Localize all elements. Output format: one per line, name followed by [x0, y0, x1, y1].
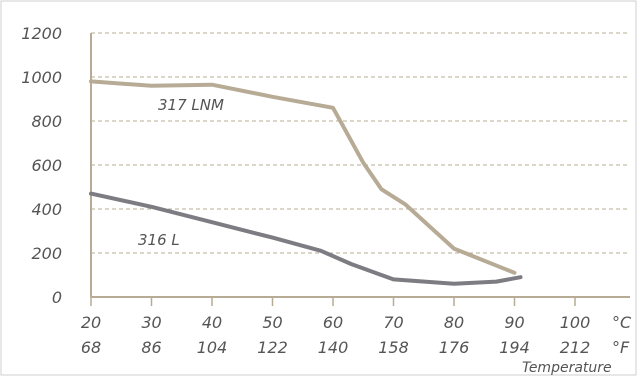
x-tick-label-c-100: 100: [560, 313, 591, 332]
series-label-316-l: 316 L: [138, 231, 180, 249]
y-tick-label-1000: 1000: [21, 68, 62, 87]
x-tick-label-f-68: 68: [81, 338, 101, 357]
x-axis-title: Temperature: [522, 360, 612, 376]
series-lines: [89, 79, 523, 286]
y-tick-label-800: 800: [31, 112, 62, 131]
grid-lines: [91, 32, 630, 254]
x-tick-label-c-50: 50: [262, 313, 282, 332]
x-tick-label-c-80: 80: [444, 313, 464, 332]
unit-celsius-label: °C: [612, 313, 632, 332]
series-line-317-lnm: [89, 79, 517, 275]
x-tick-label-f-122: 122: [257, 338, 288, 357]
x-tick-labels-celsius: 20 30 40 50 60 70 80 90 100: [81, 313, 590, 332]
x-tick-label-c-20: 20: [81, 313, 101, 332]
x-tick-labels-fahrenheit: 68 86 104 122 140 158 176 194 212: [81, 338, 590, 357]
series-label-317-lnm: 317 LNM: [158, 96, 224, 114]
y-tick-label-1200: 1200: [21, 24, 62, 43]
x-tick-label-f-158: 158: [378, 338, 409, 357]
y-tick-label-400: 400: [31, 200, 62, 219]
x-tick-label-f-140: 140: [318, 338, 349, 357]
y-tick-labels: 1200 1000 800 600 400 200 0: [21, 24, 62, 307]
y-tick-label-0: 0: [52, 288, 62, 307]
x-tick-label-c-90: 90: [504, 313, 524, 332]
x-tick-label-c-40: 40: [202, 313, 222, 332]
x-tick-label-f-194: 194: [499, 338, 530, 357]
series-line-316-l: [89, 191, 523, 286]
x-tick-label-c-30: 30: [141, 313, 161, 332]
x-tick-label-f-86: 86: [141, 338, 161, 357]
unit-fahrenheit-label: °F: [612, 338, 630, 357]
x-tick-label-f-212: 212: [560, 338, 591, 357]
x-tick-marks: [90, 297, 576, 306]
axes: [90, 33, 630, 298]
x-tick-label-f-176: 176: [439, 338, 470, 357]
y-tick-label-200: 200: [31, 244, 62, 263]
y-tick-label-600: 600: [31, 156, 62, 175]
x-tick-label-c-70: 70: [383, 313, 403, 332]
x-tick-label-f-104: 104: [197, 338, 228, 357]
x-tick-label-c-60: 60: [323, 313, 343, 332]
